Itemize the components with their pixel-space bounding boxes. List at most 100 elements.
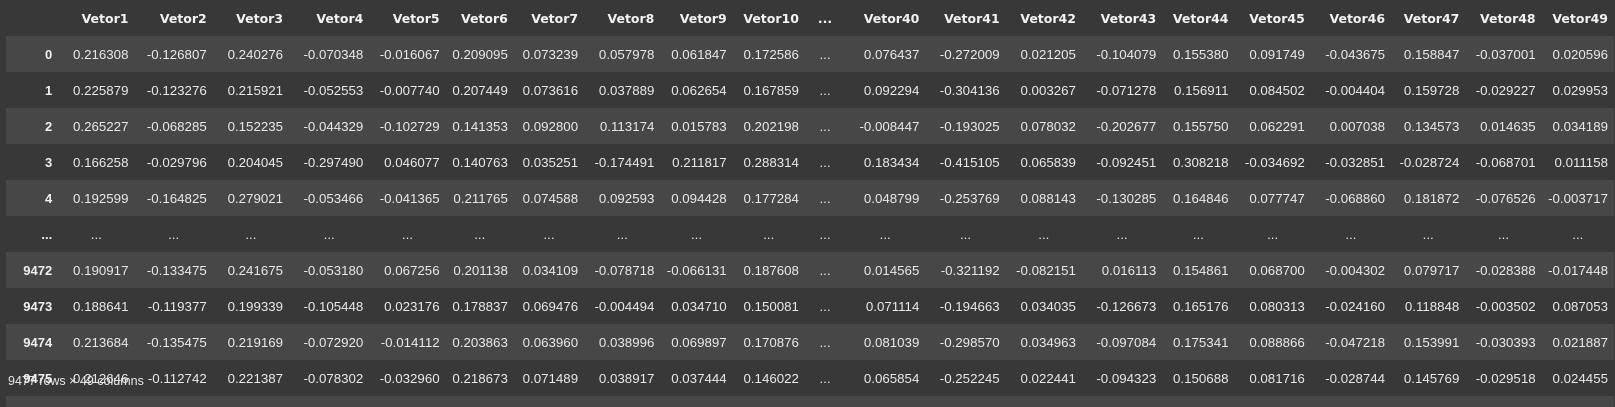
table-cell: 0.192599 [73, 190, 129, 206]
table-body: 0 0.216308 -0.126807 0.240276 -0.070348 -0.01… [6, 36, 1614, 407]
table-cell: 0.080058 [584, 396, 660, 407]
table-cell: -0.068285 [146, 118, 207, 134]
column-header-vetor9: Vetor9 [679, 10, 727, 26]
table-cell: 0.091749 [1249, 46, 1305, 62]
row-index: 9476 [6, 396, 58, 407]
column-header-vetor7: Vetor7 [531, 10, 579, 26]
table-cell: -0.028388 [1475, 262, 1536, 278]
table-cell: -0.029518 [1475, 370, 1536, 386]
table-cell: 0.218673 [452, 370, 508, 386]
ellipsis-cell: ... [1116, 226, 1128, 242]
ellipsis-cell: ... [819, 370, 831, 386]
table-cell: 0.037444 [671, 370, 727, 386]
table-cell: -0.321192 [940, 262, 1000, 278]
ellipsis-cell: ... [1572, 226, 1584, 242]
table-cell: -0.164825 [146, 190, 207, 206]
table-cell: 0.215921 [227, 82, 284, 98]
table-cell: 0.150081 [743, 298, 799, 314]
column-header-vetor41: Vetor41 [944, 10, 1000, 26]
table-header: Vetor1 Vetor2 Vetor3 Vetor4 Vetor5 Vetor6 Veto… [6, 0, 1614, 36]
table-cell: 0.094428 [671, 190, 727, 206]
table-cell: 0.008441 [369, 396, 445, 407]
table-cell: 0.163142 [1162, 396, 1234, 407]
table-cell: 0.216308 [73, 46, 129, 62]
table-cell: -0.105448 [303, 298, 364, 314]
column-header-vetor42: Vetor42 [1020, 10, 1076, 26]
table-cell: 0.155750 [1173, 118, 1229, 134]
table-cell: 0.088866 [1249, 334, 1305, 350]
table-row: 3 0.166258 -0.029796 0.204045 -0.297490 0.046… [6, 144, 1614, 180]
column-header-vetor46: Vetor46 [1329, 10, 1386, 26]
table-cell: 0.077747 [1249, 190, 1305, 206]
table-cell: 0.063960 [522, 334, 579, 350]
table-row: 0 0.216308 -0.126807 0.240276 -0.070348 -0.01… [6, 36, 1614, 72]
table-cell: 0.177284 [743, 190, 799, 206]
table-cell: -0.041365 [379, 190, 440, 206]
table-cell: -0.174491 [594, 154, 655, 170]
column-header-vetor45: Vetor45 [1249, 10, 1305, 26]
table-cell: 0.024455 [1552, 370, 1608, 386]
table-cell: 0.279021 [227, 190, 284, 206]
table-cell: 0.034963 [1020, 334, 1076, 350]
table-cell: 0.108385 [733, 396, 805, 407]
table-cell: 0.048799 [863, 190, 920, 206]
table-cell: 0.201138 [453, 262, 508, 278]
table-cell: -0.004404 [1325, 82, 1386, 98]
table-cell: 0.154861 [1173, 262, 1229, 278]
table-cell: 0.092800 [522, 118, 579, 134]
table-cell: -0.053466 [303, 190, 364, 206]
table-cell: 0.081716 [1249, 370, 1305, 386]
row-index: 9474 [23, 334, 53, 350]
ellipsis-cell: ... [879, 226, 891, 242]
table-cell: -0.272009 [939, 46, 1000, 62]
table-cell: 0.065854 [863, 370, 920, 386]
table-cell: 0.146022 [743, 370, 799, 386]
table-cell: -0.044329 [303, 118, 364, 134]
table-cell: -0.202677 [1096, 118, 1157, 134]
row-index: 2 [44, 118, 53, 134]
table-cell: 0.167859 [743, 82, 799, 98]
table-cell: 0.034035 [1020, 298, 1076, 314]
index-header [6, 0, 58, 36]
row-index: 9475 [23, 370, 53, 386]
table-cell: 0.136629 [1391, 396, 1465, 407]
row-index: 0 [44, 46, 53, 62]
table-cell: -0.016067 [379, 46, 440, 62]
ellipsis-cell: ... [90, 226, 102, 242]
table-cell: -0.034086 [1311, 396, 1391, 407]
table-cell: 0.221387 [227, 370, 284, 386]
ellipsis-cell: ... [245, 226, 257, 242]
table-row: 1 0.225879 -0.123276 0.215921 -0.052553 -0.00… [6, 72, 1614, 108]
table-row: 2 0.265227 -0.068285 0.152235 -0.044329 -0.10… [6, 108, 1614, 144]
column-header-vetor48: Vetor48 [1480, 10, 1536, 26]
table-cell: 0.241675 [227, 262, 284, 278]
table-cell: 0.219169 [227, 334, 284, 350]
table-cell: -0.253769 [939, 190, 1000, 206]
table-cell: 0.081039 [863, 334, 920, 350]
table-cell: 0.057978 [598, 46, 655, 62]
ellipsis-cell: ... [616, 226, 628, 242]
table-cell: -0.071278 [1096, 82, 1157, 98]
row-index: 1 [44, 82, 53, 98]
column-header-vetor43: Vetor43 [1100, 10, 1157, 26]
table-cell: 0.188641 [73, 298, 129, 314]
table-cell: -0.304136 [939, 82, 1000, 98]
row-index: 4 [44, 190, 53, 206]
table-cell: 0.015783 [671, 118, 727, 134]
table-cell: 0.088143 [1020, 190, 1076, 206]
table-cell: 0.100946 [1235, 396, 1311, 407]
table-cell: 0.213684 [73, 334, 129, 350]
table-cell: -0.123276 [146, 82, 207, 98]
table-cell: 0.035251 [522, 154, 579, 170]
table-cell: 0.212646 [73, 370, 129, 386]
table-cell: -0.004494 [594, 298, 655, 314]
column-header-vetor5: Vetor5 [392, 10, 440, 26]
table-cell: -0.068860 [1325, 190, 1386, 206]
table-cell: 0.065839 [1020, 154, 1076, 170]
table-cell: -0.194663 [939, 298, 1000, 314]
table-cell: 0.049930 [660, 396, 732, 407]
table-cell: 0.073616 [522, 82, 579, 98]
table-cell: 0.038917 [598, 370, 655, 386]
column-header-vetor40: Vetor40 [863, 10, 920, 26]
